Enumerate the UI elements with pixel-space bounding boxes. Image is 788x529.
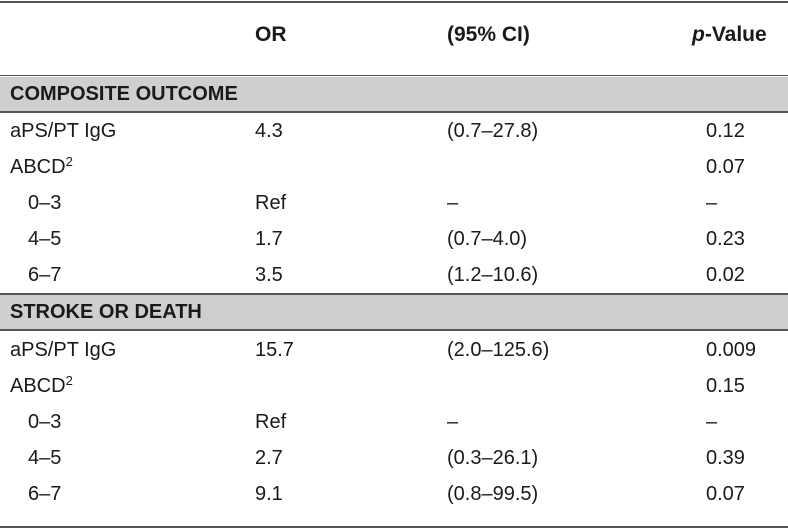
table-row: 0–3 Ref – – — [0, 404, 788, 440]
row-label: 4–5 — [28, 228, 62, 250]
header-p-suffix: -Value — [704, 23, 767, 46]
row-label: 0–3 — [28, 411, 62, 433]
row-p: 0.15 — [706, 375, 745, 397]
row-p: 0.23 — [706, 228, 745, 250]
header-ci: (95% CI) — [447, 23, 530, 46]
row-label: 4–5 — [28, 447, 62, 469]
row-ci: (2.0–125.6) — [447, 339, 550, 361]
bottom-rule — [0, 526, 788, 528]
row-label: 0–3 — [28, 192, 62, 214]
row-label: aPS/PT IgG — [10, 339, 117, 361]
row-p: 0.009 — [706, 339, 757, 361]
row-or: 3.5 — [255, 264, 283, 286]
table-row: 6–7 3.5 (1.2–10.6) 0.02 — [0, 257, 788, 293]
header-or: OR — [255, 23, 287, 46]
table-row: aPS/PT IgG 15.7 (2.0–125.6) 0.009 — [0, 332, 788, 368]
row-ci: – — [447, 411, 459, 433]
row-label: aPS/PT IgG — [10, 120, 117, 142]
row-ci: – — [447, 192, 459, 214]
row-ci: (0.7–4.0) — [447, 228, 528, 250]
row-label: ABCD2 — [10, 154, 73, 178]
row-label-superscript: 2 — [65, 373, 73, 388]
table-row: ABCD2 0.07 — [0, 149, 788, 185]
row-label: ABCD2 — [10, 373, 73, 397]
section-title: COMPOSITE OUTCOME — [10, 83, 238, 105]
section-header-stroke-or-death: STROKE OR DEATH — [0, 295, 788, 329]
row-or: 2.7 — [255, 447, 283, 469]
row-or: Ref — [255, 411, 287, 433]
row-label: 6–7 — [28, 264, 62, 286]
section-title: STROKE OR DEATH — [10, 301, 202, 323]
row-or: 1.7 — [255, 228, 283, 250]
row-p: 0.39 — [706, 447, 745, 469]
table-row: 0–3 Ref – – — [0, 185, 788, 221]
row-ci: (0.7–27.8) — [447, 120, 539, 142]
table-row: aPS/PT IgG 4.3 (0.7–27.8) 0.12 — [0, 113, 788, 149]
row-label-superscript: 2 — [65, 154, 73, 169]
section-divider — [0, 329, 788, 331]
row-ci: (1.2–10.6) — [447, 264, 539, 286]
row-or: 4.3 — [255, 120, 283, 142]
row-p: 0.02 — [706, 264, 745, 286]
row-or: 9.1 — [255, 483, 283, 505]
section-divider — [0, 293, 788, 295]
row-or: 15.7 — [255, 339, 294, 361]
top-rule — [0, 1, 788, 3]
row-p: 0.07 — [706, 483, 745, 505]
row-ci: (0.8–99.5) — [447, 483, 539, 505]
section-divider — [0, 111, 788, 113]
table-header: OR (95% CI) p-Value — [0, 3, 788, 76]
header-p-value: p-Value — [692, 23, 767, 47]
table-row: 4–5 1.7 (0.7–4.0) 0.23 — [0, 221, 788, 257]
row-p: 0.07 — [706, 156, 745, 178]
header-p-prefix: p — [692, 23, 705, 46]
section-header-composite-outcome: COMPOSITE OUTCOME — [0, 77, 788, 111]
table-row: 6–7 9.1 (0.8–99.5) 0.07 — [0, 476, 788, 512]
row-p: 0.12 — [706, 120, 745, 142]
row-ci: (0.3–26.1) — [447, 447, 539, 469]
table-row: 4–5 2.7 (0.3–26.1) 0.39 — [0, 440, 788, 476]
row-p: – — [706, 192, 718, 214]
row-or: Ref — [255, 192, 287, 214]
row-p: – — [706, 411, 718, 433]
table-row: ABCD2 0.15 — [0, 368, 788, 404]
row-label: 6–7 — [28, 483, 62, 505]
